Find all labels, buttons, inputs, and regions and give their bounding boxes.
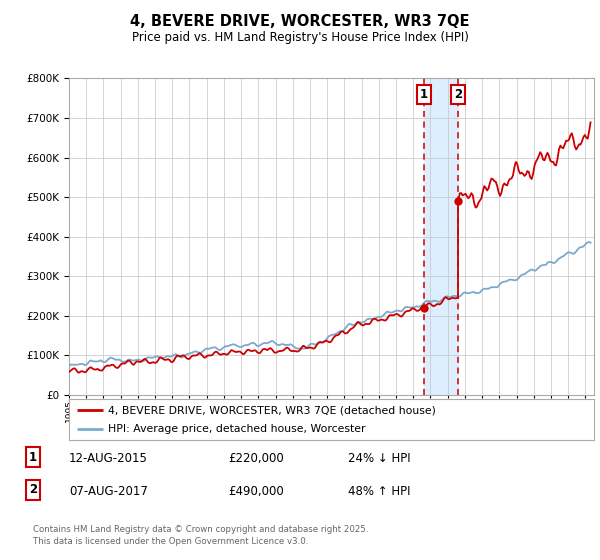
Text: £220,000: £220,000 <box>228 452 284 465</box>
Text: 24% ↓ HPI: 24% ↓ HPI <box>348 452 410 465</box>
Text: 2: 2 <box>454 88 462 101</box>
Text: HPI: Average price, detached house, Worcester: HPI: Average price, detached house, Worc… <box>109 424 366 433</box>
Text: 2: 2 <box>29 483 37 496</box>
Text: 48% ↑ HPI: 48% ↑ HPI <box>348 485 410 498</box>
Text: Price paid vs. HM Land Registry's House Price Index (HPI): Price paid vs. HM Land Registry's House … <box>131 31 469 44</box>
Text: Contains HM Land Registry data © Crown copyright and database right 2025.
This d: Contains HM Land Registry data © Crown c… <box>33 525 368 546</box>
Text: 1: 1 <box>29 451 37 464</box>
Text: 1: 1 <box>419 88 428 101</box>
Text: 4, BEVERE DRIVE, WORCESTER, WR3 7QE (detached house): 4, BEVERE DRIVE, WORCESTER, WR3 7QE (det… <box>109 405 436 415</box>
Text: 07-AUG-2017: 07-AUG-2017 <box>69 485 148 498</box>
Text: £490,000: £490,000 <box>228 485 284 498</box>
Text: 4, BEVERE DRIVE, WORCESTER, WR3 7QE: 4, BEVERE DRIVE, WORCESTER, WR3 7QE <box>130 14 470 29</box>
Text: 12-AUG-2015: 12-AUG-2015 <box>69 452 148 465</box>
Bar <box>424 78 458 395</box>
